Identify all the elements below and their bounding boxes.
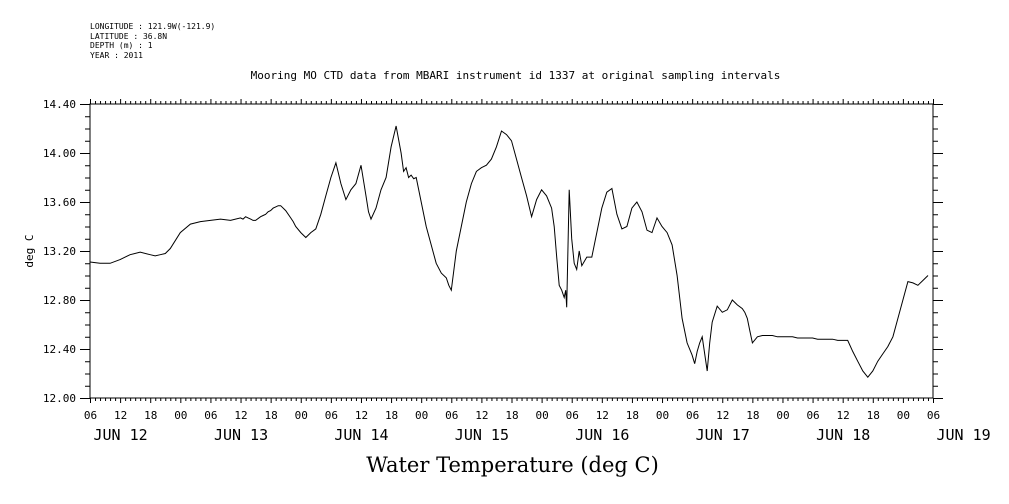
x-tick-label: 06: [566, 409, 579, 422]
x-tick-label: 12: [114, 409, 127, 422]
y-tick-labels: 12.00 12.40 12.80 13.20 13.60 14.00 14.40: [43, 98, 76, 405]
day-label: JUN 13: [214, 426, 268, 444]
x-tick-label: 00: [897, 409, 910, 422]
y-tick-label: 12.00: [43, 392, 76, 405]
x-tick-label: 00: [656, 409, 669, 422]
x-tick-label: 06: [686, 409, 699, 422]
x-tick-label: 18: [626, 409, 639, 422]
y-tick-label: 12.80: [43, 294, 76, 307]
x-tick-label: 18: [265, 409, 278, 422]
depth-label: DEPTH (m) : 1: [90, 41, 153, 50]
x-tick-label: 00: [535, 409, 548, 422]
x-tick-label: 18: [867, 409, 880, 422]
x-tick-label: 06: [84, 409, 97, 422]
x-tick-label: 12: [234, 409, 247, 422]
longitude-label: LONGITUDE : 121.9W(-121.9): [90, 22, 216, 31]
day-label: JUN 17: [696, 426, 750, 444]
x-tick-label: 18: [385, 409, 398, 422]
x-tick-label: 06: [927, 409, 940, 422]
x-axis-title: Water Temperature (deg C): [366, 453, 659, 477]
plot-title: Mooring MO CTD data from MBARI instrumen…: [250, 69, 781, 82]
x-tick-label: 12: [837, 409, 850, 422]
x-tick-label: 06: [806, 409, 819, 422]
x-tick-label: 18: [746, 409, 759, 422]
x-tick-label: 18: [144, 409, 157, 422]
day-label: JUN 19: [937, 426, 991, 444]
year-label: YEAR : 2011: [90, 50, 143, 60]
temperature-series-line: [89, 125, 929, 378]
day-label: JUN 16: [575, 426, 629, 444]
x-tick-label: 12: [475, 409, 488, 422]
x-tick-label: 12: [716, 409, 729, 422]
latitude-label: LATITUDE : 36.8N: [90, 31, 168, 41]
x-tick-label: 00: [776, 409, 789, 422]
y-tick-label: 12.40: [43, 343, 76, 356]
plot-frame: [89, 103, 934, 399]
y-axis-label: deg C: [23, 234, 36, 267]
x-tick-label: 06: [325, 409, 338, 422]
y-tick-label: 14.40: [43, 98, 76, 111]
axis-ticks: [80, 99, 943, 403]
x-tick-label: 00: [174, 409, 187, 422]
y-tick-label: 13.60: [43, 196, 76, 209]
x-tick-label: 00: [295, 409, 308, 422]
x-tick-label: 12: [355, 409, 368, 422]
x-tick-label: 18: [505, 409, 518, 422]
day-label: JUN 14: [334, 426, 388, 444]
day-labels: JUN 12 JUN 13 JUN 14 JUN 15 JUN 16 JUN 17 JUN …: [94, 426, 991, 444]
x-tick-label: 00: [415, 409, 428, 422]
metadata-block: LONGITUDE : 121.9W(-121.9) LATITUDE : 36…: [90, 22, 215, 60]
x-tick-label: 12: [596, 409, 609, 422]
x-tick-labels: 06 12 18 00 06 12 18 00 06 12 18 00 06 12 18 00 06 12 18 00…: [84, 409, 940, 422]
day-label: JUN 18: [816, 426, 870, 444]
y-tick-label: 14.00: [43, 147, 76, 160]
y-tick-label: 13.20: [43, 245, 76, 258]
x-tick-label: 06: [445, 409, 458, 422]
day-label: JUN 15: [455, 426, 509, 444]
x-tick-label: 06: [204, 409, 217, 422]
day-label: JUN 12: [94, 426, 148, 444]
